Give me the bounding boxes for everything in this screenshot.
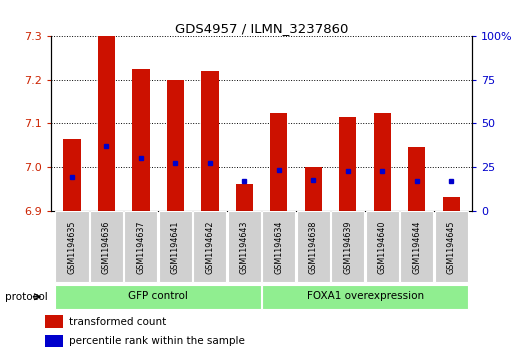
FancyBboxPatch shape: [262, 211, 295, 282]
Text: GSM1194641: GSM1194641: [171, 220, 180, 274]
FancyBboxPatch shape: [297, 211, 330, 282]
FancyBboxPatch shape: [55, 211, 89, 282]
Text: GSM1194645: GSM1194645: [447, 220, 456, 274]
Bar: [373, 113, 391, 211]
Text: GSM1194640: GSM1194640: [378, 220, 387, 274]
FancyBboxPatch shape: [55, 285, 261, 309]
Bar: [270, 113, 287, 211]
FancyBboxPatch shape: [228, 211, 261, 282]
Bar: [167, 80, 184, 211]
FancyBboxPatch shape: [159, 211, 192, 282]
Text: FOXA1 overexpression: FOXA1 overexpression: [306, 291, 424, 301]
FancyBboxPatch shape: [400, 211, 433, 282]
Text: GSM1194637: GSM1194637: [136, 220, 146, 274]
Text: GSM1194636: GSM1194636: [102, 220, 111, 274]
Text: transformed count: transformed count: [69, 317, 166, 327]
Bar: [45, 315, 63, 328]
FancyBboxPatch shape: [435, 211, 468, 282]
FancyBboxPatch shape: [262, 285, 468, 309]
Text: GSM1194644: GSM1194644: [412, 220, 421, 274]
Bar: [305, 167, 322, 211]
Text: GSM1194639: GSM1194639: [343, 220, 352, 274]
Text: GSM1194635: GSM1194635: [68, 220, 76, 274]
Title: GDS4957 / ILMN_3237860: GDS4957 / ILMN_3237860: [175, 22, 348, 35]
FancyBboxPatch shape: [331, 211, 364, 282]
Text: GSM1194642: GSM1194642: [205, 220, 214, 274]
Bar: [236, 184, 253, 211]
Bar: [98, 36, 115, 211]
FancyBboxPatch shape: [90, 211, 123, 282]
Bar: [64, 139, 81, 211]
Bar: [201, 71, 219, 211]
Bar: [443, 197, 460, 211]
Bar: [339, 117, 357, 211]
Bar: [45, 335, 63, 347]
FancyBboxPatch shape: [366, 211, 399, 282]
Text: protocol: protocol: [5, 292, 48, 302]
FancyBboxPatch shape: [124, 211, 157, 282]
Text: percentile rank within the sample: percentile rank within the sample: [69, 336, 245, 346]
Text: GSM1194643: GSM1194643: [240, 220, 249, 274]
Text: GFP control: GFP control: [128, 291, 188, 301]
Text: GSM1194638: GSM1194638: [309, 220, 318, 274]
Bar: [132, 69, 150, 211]
Text: GSM1194634: GSM1194634: [274, 220, 283, 274]
Bar: [408, 147, 425, 211]
FancyBboxPatch shape: [193, 211, 226, 282]
